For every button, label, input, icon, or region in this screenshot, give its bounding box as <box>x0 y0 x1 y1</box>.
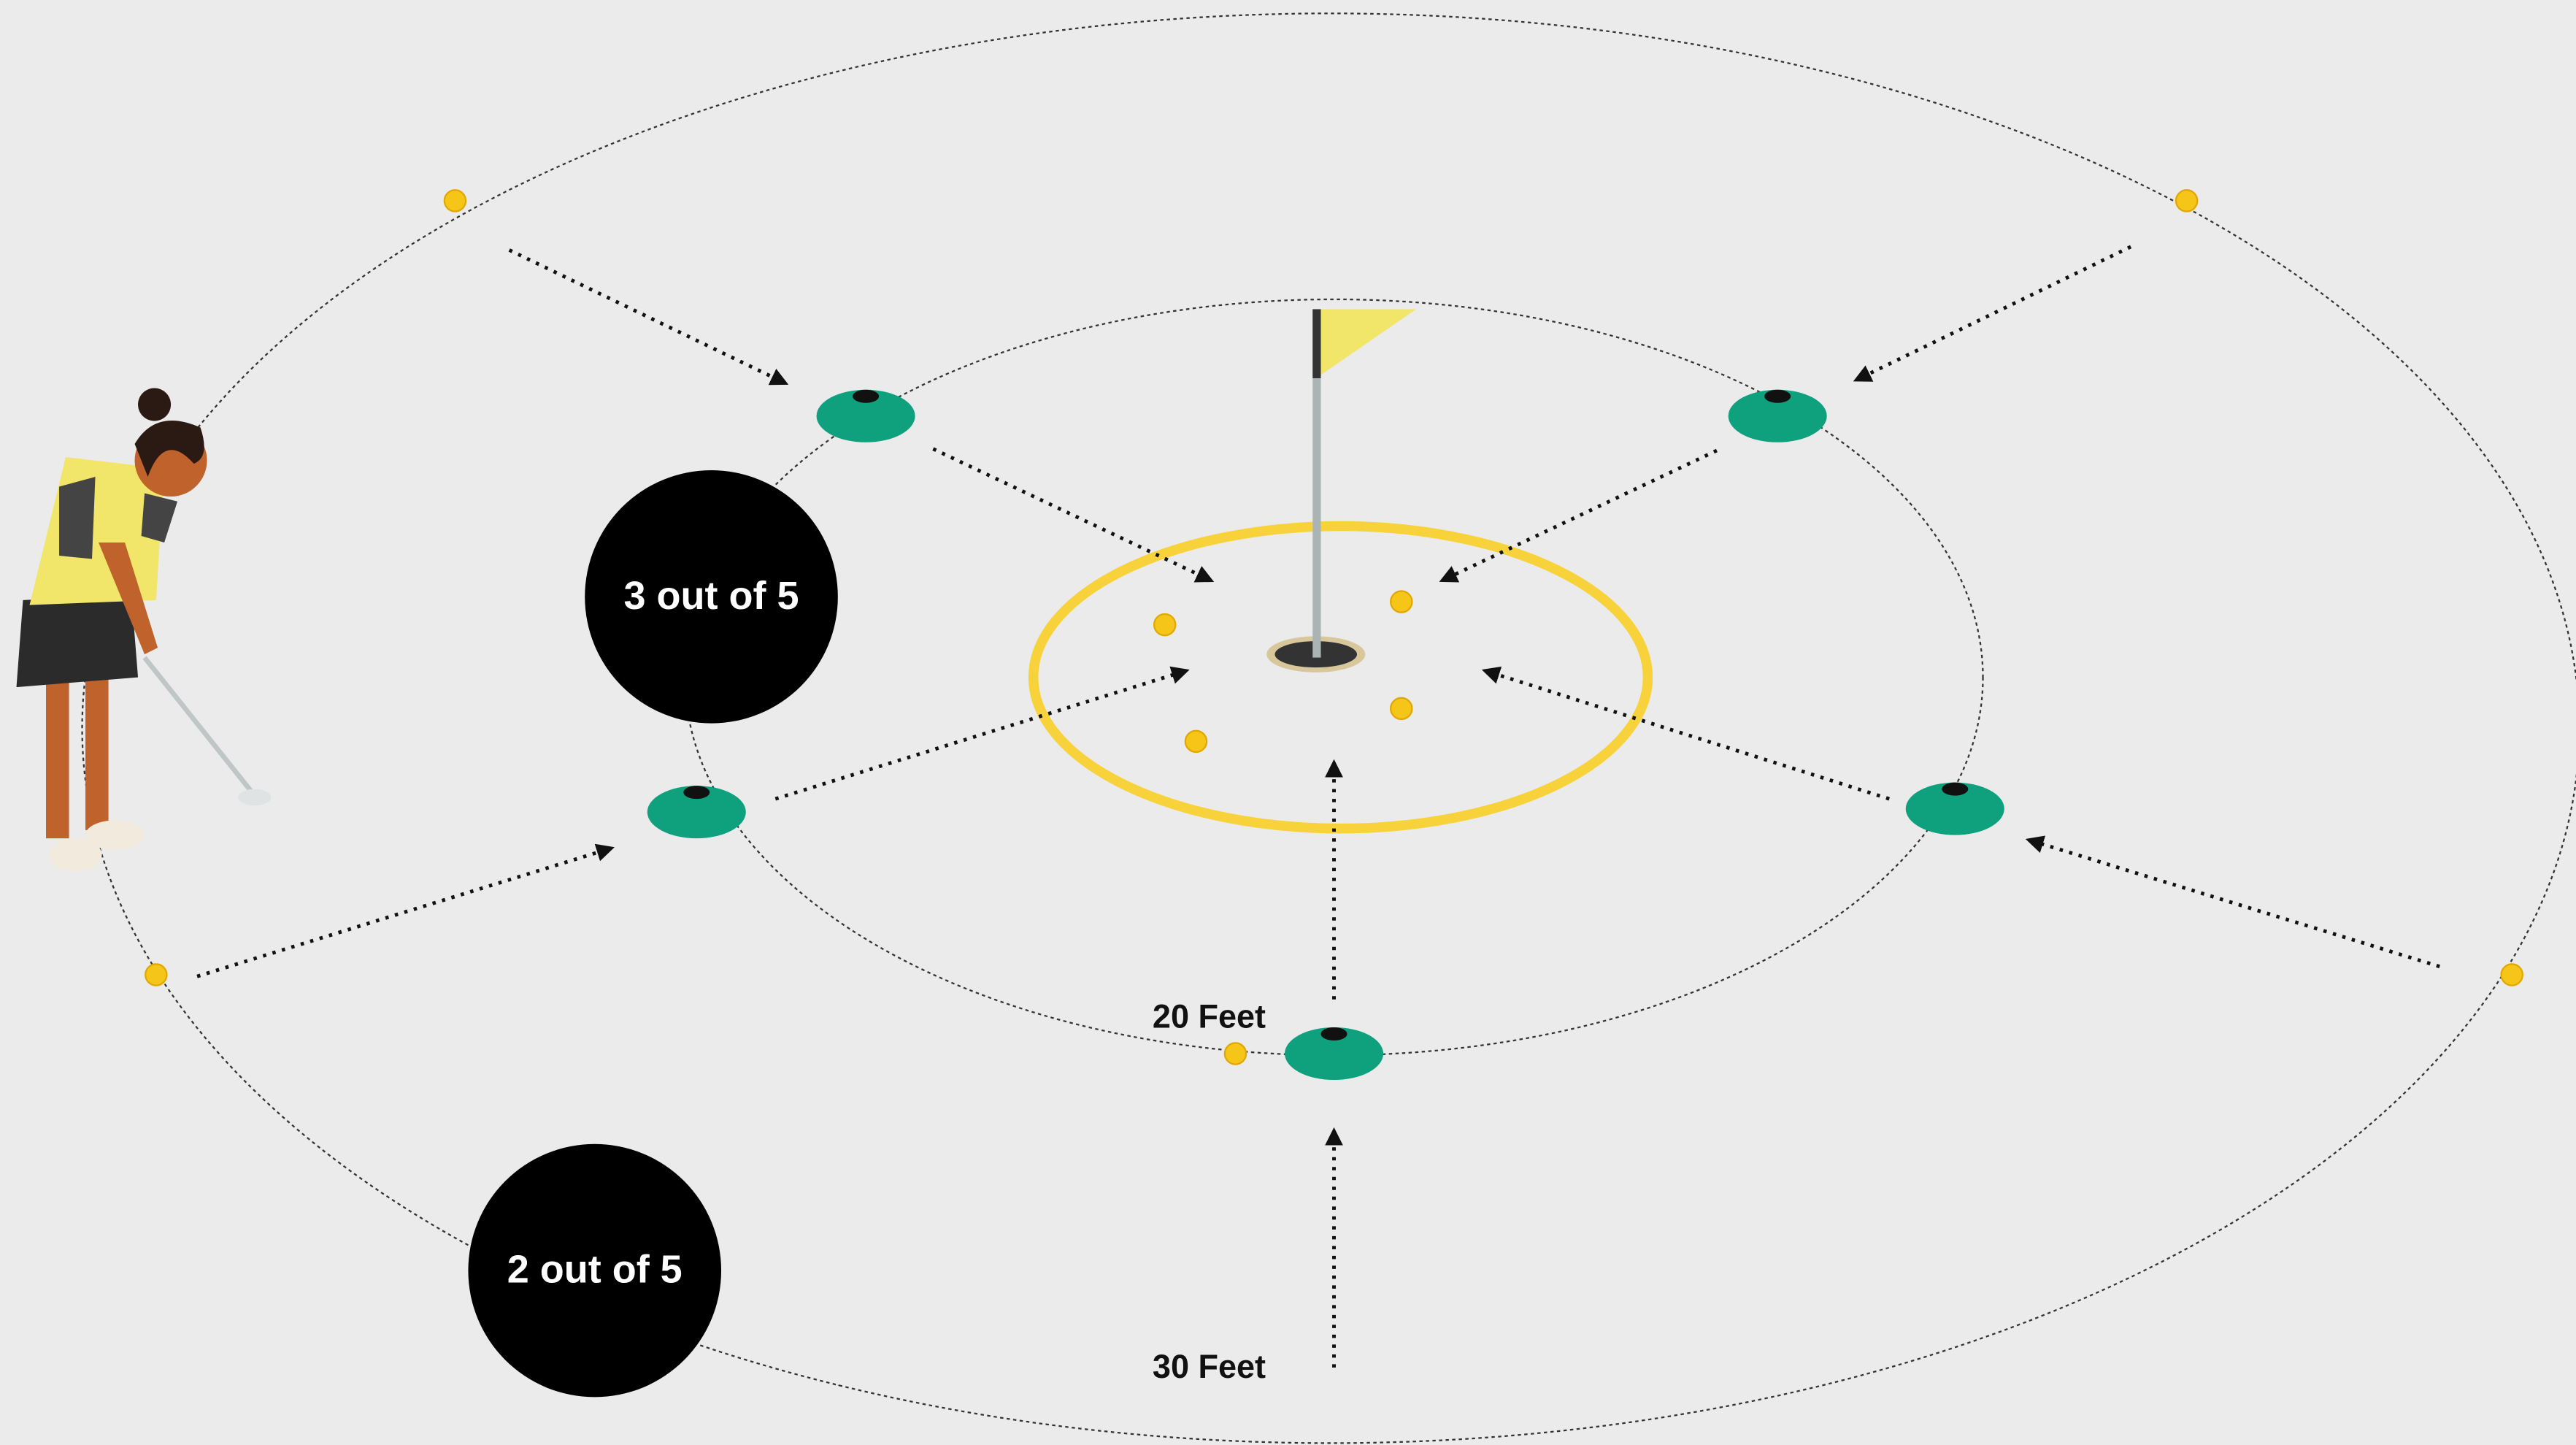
outer-distance: 30 Feet <box>1153 1348 1266 1385</box>
target-ring <box>1028 521 1653 834</box>
cones <box>647 389 2004 1081</box>
inner-goal-badge <box>585 470 838 724</box>
inner-goal: 3 out of 5 <box>624 574 799 618</box>
hole-and-flag <box>1266 309 1417 672</box>
golfer <box>16 388 272 872</box>
balls <box>145 189 2523 1065</box>
outer-goal: 2 out of 5 <box>507 1248 683 1292</box>
outer-goal-badge <box>468 1143 722 1398</box>
inner-distance: 20 Feet <box>1153 998 1266 1035</box>
inner-ring <box>684 298 1984 1057</box>
arrows <box>196 245 2440 1368</box>
